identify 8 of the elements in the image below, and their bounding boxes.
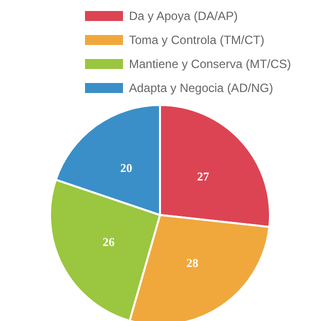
data-label: 28 bbox=[186, 256, 198, 270]
legend-label: Mantiene y Conserva (MT/CS) bbox=[129, 57, 292, 71]
legend-label: Da y Apoya (DA/AP) bbox=[129, 9, 238, 23]
data-label: 27 bbox=[197, 169, 210, 184]
data-label: 26 bbox=[102, 234, 115, 249]
legend-label: Adapta y Negocia (AD/NG) bbox=[129, 81, 274, 95]
legend-label: Toma y Controla (TM/CT) bbox=[129, 33, 264, 47]
data-label: 20 bbox=[120, 160, 132, 175]
